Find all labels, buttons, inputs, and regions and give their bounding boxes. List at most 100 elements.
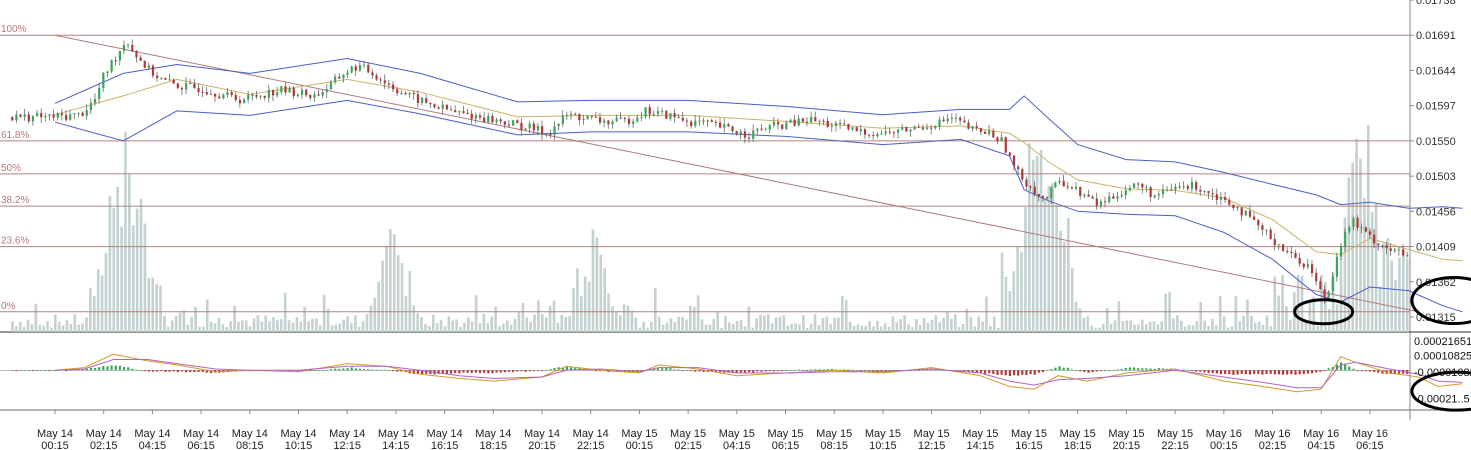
candle-body [36,113,39,117]
price-tick-label: 0.01691 [1416,30,1456,42]
volume-bar [439,320,443,332]
macd-histogram-bar [739,370,742,373]
macd-histogram-bar [379,369,382,371]
time-tick-time: 16:15 [1015,440,1043,450]
volume-bar [556,322,560,332]
macd-histogram-bar [665,367,668,371]
candle-body [478,115,482,118]
volume-bar [424,324,427,332]
candle-body [1290,252,1293,254]
candle-body [963,120,966,123]
candle-body [1058,180,1061,183]
candle-body [1066,186,1069,188]
macd-histogram-bar [11,369,14,371]
candle-body [69,114,72,120]
macd-histogram-bar [1017,370,1020,376]
candle-body [640,116,643,118]
macd-histogram-bar [1273,370,1276,375]
volume-bar [18,321,22,332]
volume-bar [759,314,762,332]
candle-body [1137,183,1140,185]
macd-histogram-bar [1203,370,1206,373]
candle-body [102,73,105,89]
macd-histogram-bar [329,369,333,371]
candle-body [375,75,378,80]
candle-body [292,87,295,97]
volume-bar [864,325,867,332]
volume-bar [969,316,973,332]
volume-bar [1215,325,1218,332]
candle-body [234,95,237,101]
candle-body [73,113,76,115]
volume-bar [763,315,766,332]
volume-bar [42,325,45,332]
volume-bar [1133,324,1136,332]
candle-body [925,127,929,130]
volume-bar [435,323,439,332]
macd-signal-line [54,359,1463,389]
macd-histogram-bar [685,370,689,372]
macd-histogram-bar [1149,368,1152,371]
macd-tick-label: 0.00021651 [1414,336,1471,348]
candle-body [1132,183,1136,188]
macd-panel: 0.000216510.00010825-0.00001082-0.00021.… [0,336,1471,406]
macd-histogram-bar [478,370,482,374]
candle-body [1128,187,1132,191]
volume-bar [946,311,949,332]
macd-histogram-bar [354,368,357,371]
candle-body [590,116,593,118]
time-tick-date: May 14 [134,428,170,440]
candle-body [1261,225,1264,230]
volume-bar [618,315,622,332]
candle-body [1281,244,1285,251]
candle-body [834,122,838,126]
candle-body [1286,250,1289,253]
candle-body [358,65,362,71]
macd-histogram-bar [996,370,999,375]
volume-bar [1230,326,1234,332]
candle-body [954,117,958,119]
macd-histogram-bar [669,368,672,371]
candle-body [516,120,519,123]
volume-bar [954,314,957,332]
volume-bar [657,316,661,332]
macd-histogram-bar [118,365,121,371]
candle-body [313,94,316,98]
candle-body [296,94,299,97]
volume-bar [170,320,174,332]
volume-bar [451,320,455,332]
macd-histogram-bar [656,368,660,371]
macd-histogram-bar [1377,370,1380,373]
volume-bar [957,327,961,332]
volume-bar [996,327,1000,332]
volume-bar [1098,327,1101,332]
bollinger-upper-band [54,57,1463,209]
macd-histogram-bar [834,369,838,371]
candle-body [346,72,349,75]
macd-histogram-bar [793,370,796,371]
macd-histogram-bar [185,370,188,373]
macd-histogram-bar [1315,370,1318,373]
candle-body [317,94,320,96]
macd-histogram-bar [93,367,97,371]
volume-bar [50,327,53,332]
candle-body [1116,196,1119,199]
volume-bar [505,320,509,332]
macd-tick-label: 0.00010825 [1414,351,1471,363]
volume-bar [805,327,809,332]
volume-bar [1012,271,1016,332]
volume-bar [1105,307,1109,332]
macd-histogram-bar [553,368,556,371]
candle-body [524,128,527,130]
candle-body [1095,198,1098,206]
volume-bar [81,323,84,332]
volume-bar [26,319,30,332]
candle-body [1402,249,1405,256]
candle-body [1364,227,1367,232]
volume-bar [248,326,252,332]
candle-body [466,112,469,114]
time-tick-date: May 16 [1206,428,1242,440]
candle-body [913,126,916,130]
volume-bar [34,303,38,332]
volume-bar [591,229,595,332]
